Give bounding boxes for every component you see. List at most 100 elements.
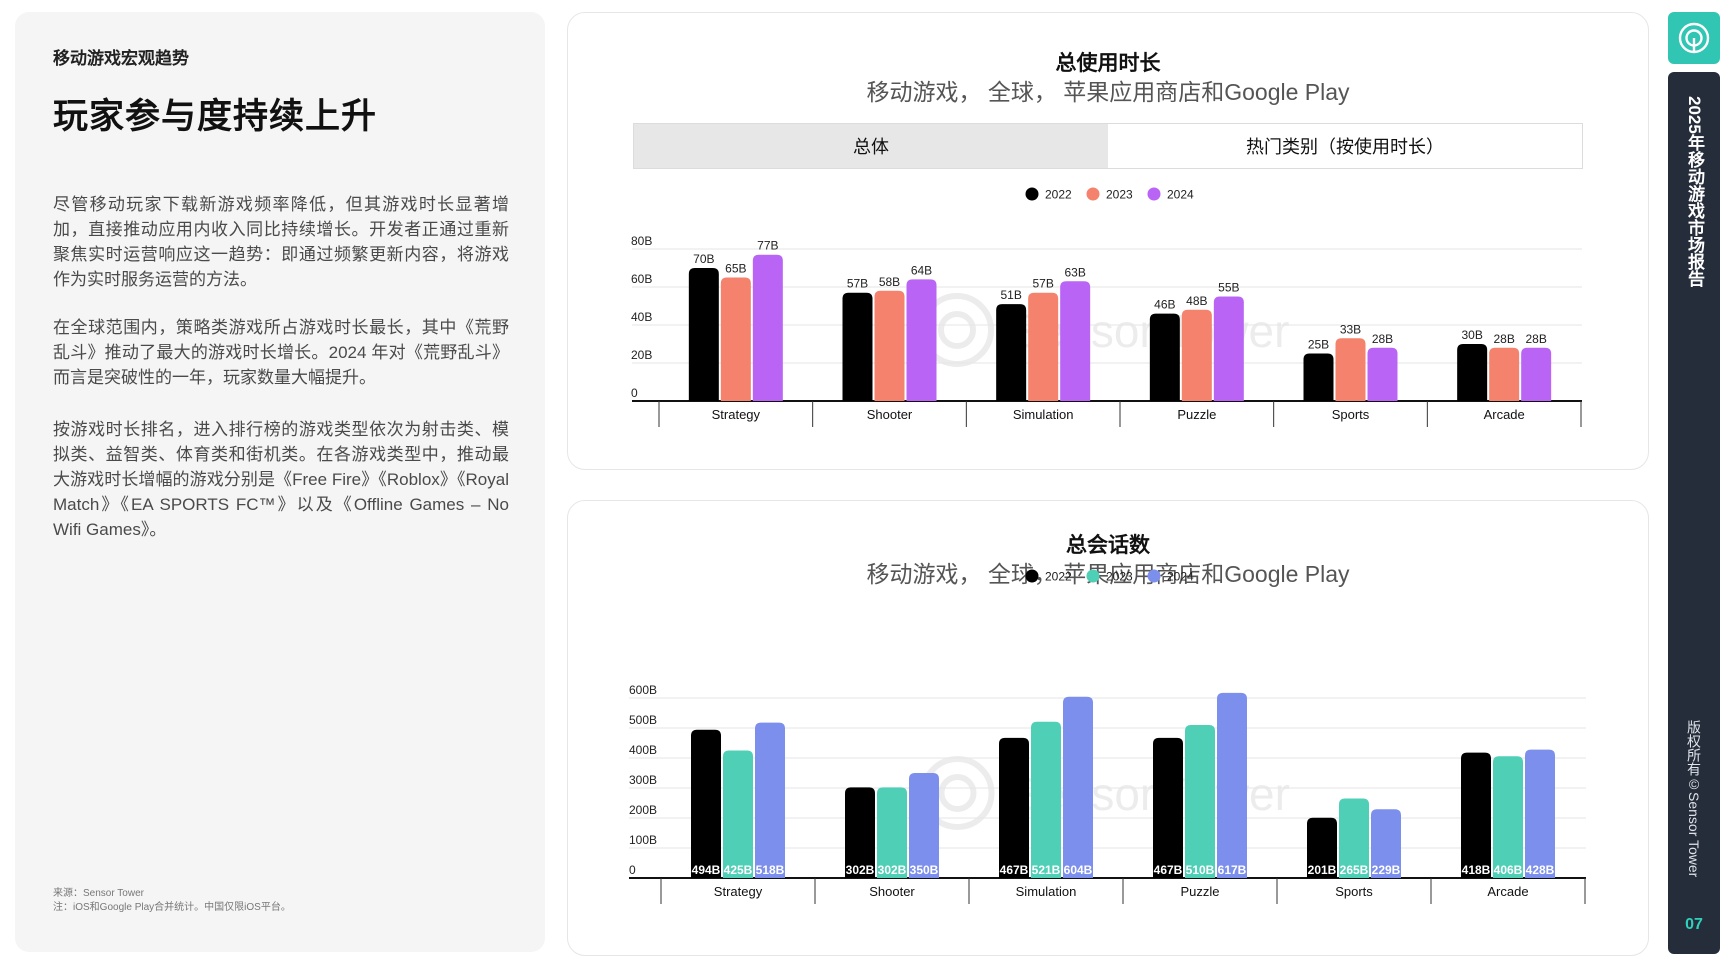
bar-strategy-2023 bbox=[723, 750, 753, 878]
note-line: 注：iOS和Google Play合并统计。中国仅限iOS平台。 bbox=[53, 902, 291, 913]
usage-time-card: 总使用时长 移动游戏， 全球， 苹果应用商店和Google Play 总体 热门… bbox=[567, 12, 1649, 470]
legend-label-2023: 2023 bbox=[1106, 570, 1133, 584]
sessions-chart-title: 总会话数 bbox=[1066, 534, 1150, 557]
y-tick-label: 100B bbox=[629, 833, 657, 847]
legend-marker-2023 bbox=[1086, 569, 1100, 583]
data-label-sports-2023: 33B bbox=[1340, 322, 1361, 336]
bar-simulation-2022 bbox=[996, 304, 1027, 401]
legend-label-2024: 2024 bbox=[1167, 570, 1194, 584]
data-label-simulation-2023: 521B bbox=[1032, 863, 1061, 877]
data-label-shooter-2023: 302B bbox=[878, 863, 907, 877]
bar-puzzle-2022 bbox=[1149, 313, 1180, 401]
y-tick-label: 600B bbox=[629, 683, 657, 697]
data-label-shooter-2024: 64B bbox=[911, 263, 932, 277]
sessions-chart-subtitle: 移动游戏， 全球， 苹果应用商店和Google Play bbox=[866, 561, 1350, 587]
bar-puzzle-2022 bbox=[1153, 737, 1183, 878]
tab-top-categories[interactable]: 热门类别（按使用时长） bbox=[1246, 137, 1444, 157]
bar-puzzle-2024 bbox=[1213, 296, 1244, 401]
bar-sports-2022 bbox=[1307, 817, 1337, 878]
bar-arcade-2023 bbox=[1493, 756, 1523, 878]
data-label-simulation-2023: 57B bbox=[1032, 277, 1053, 291]
bar-simulation-2022 bbox=[999, 737, 1029, 878]
page-headline: 玩家参与度持续上升 bbox=[53, 97, 378, 136]
data-label-arcade-2024: 28B bbox=[1525, 332, 1546, 346]
tab-overall[interactable]: 总体 bbox=[634, 124, 1108, 168]
data-label-puzzle-2023: 48B bbox=[1186, 294, 1207, 308]
chart-tabs: 总体 热门类别（按使用时长） bbox=[633, 123, 1583, 169]
data-label-strategy-2022: 70B bbox=[693, 252, 714, 266]
bar-sports-2023 bbox=[1339, 798, 1369, 878]
section-kicker: 移动游戏宏观趋势 bbox=[53, 49, 189, 68]
logo-icon bbox=[1678, 22, 1710, 54]
x-tick-label-arcade: Arcade bbox=[1487, 884, 1528, 899]
bar-strategy-2024 bbox=[755, 722, 785, 878]
source-note: 来源：Sensor Tower 注：iOS和Google Play合并统计。中国… bbox=[53, 887, 291, 915]
bar-sports-2022 bbox=[1303, 353, 1334, 401]
bar-strategy-2022 bbox=[691, 729, 721, 878]
data-label-puzzle-2022: 46B bbox=[1154, 298, 1175, 312]
y-tick-label: 200B bbox=[629, 803, 657, 817]
data-label-strategy-2024: 518B bbox=[756, 863, 785, 877]
paragraph-3: 按游戏时长排名，进入排行榜的游戏类型依次为射击类、模拟类、益智类、体育类和街机类… bbox=[53, 420, 509, 539]
data-label-sports-2022: 25B bbox=[1308, 338, 1329, 352]
x-tick-label-shooter: Shooter bbox=[867, 407, 913, 422]
bar-strategy-2024 bbox=[752, 254, 783, 401]
data-label-shooter-2022: 57B bbox=[847, 277, 868, 291]
y-tick-label: 40B bbox=[631, 310, 652, 324]
usage-chart-subtitle: 移动游戏， 全球， 苹果应用商店和Google Play bbox=[866, 79, 1350, 105]
legend-marker-2024 bbox=[1147, 569, 1161, 583]
bar-sports-2024 bbox=[1367, 347, 1398, 401]
bar-shooter-2024 bbox=[906, 279, 937, 401]
data-label-simulation-2022: 467B bbox=[1000, 863, 1029, 877]
x-tick-label-puzzle: Puzzle bbox=[1180, 884, 1219, 899]
data-label-puzzle-2024: 617B bbox=[1218, 863, 1247, 877]
data-label-strategy-2023: 425B bbox=[724, 863, 753, 877]
sessions-card: 总会话数 移动游戏， 全球， 苹果应用商店和Google Play Sensor… bbox=[567, 500, 1649, 956]
data-label-shooter-2023: 58B bbox=[879, 275, 900, 289]
left-panel: 移动游戏宏观趋势 玩家参与度持续上升 尽管移动玩家下载新游戏频率降低，但其游戏时… bbox=[15, 12, 545, 952]
data-label-strategy-2023: 65B bbox=[725, 262, 746, 276]
bar-sports-2024 bbox=[1371, 809, 1401, 878]
x-tick-label-shooter: Shooter bbox=[869, 884, 915, 899]
x-tick-label-simulation: Simulation bbox=[1016, 884, 1077, 899]
data-label-arcade-2024: 428B bbox=[1526, 863, 1555, 877]
data-label-arcade-2023: 28B bbox=[1493, 332, 1514, 346]
x-tick-label-strategy: Strategy bbox=[712, 407, 761, 422]
data-label-shooter-2024: 350B bbox=[910, 863, 939, 877]
bar-simulation-2023 bbox=[1028, 292, 1059, 401]
paragraph-2: 在全球范围内，策略类游戏所占游戏时长最长，其中《荒野乱斗》推动了最大的游戏时长增… bbox=[53, 318, 509, 387]
data-label-arcade-2022: 30B bbox=[1461, 328, 1482, 342]
data-label-simulation-2022: 51B bbox=[1000, 288, 1021, 302]
bar-strategy-2022 bbox=[688, 268, 719, 401]
data-label-sports-2022: 201B bbox=[1308, 863, 1337, 877]
x-tick-label-arcade: Arcade bbox=[1484, 407, 1525, 422]
legend-label-2022: 2022 bbox=[1045, 188, 1072, 202]
y-tick-label: 0 bbox=[629, 863, 636, 877]
legend-label-2022: 2022 bbox=[1045, 570, 1072, 584]
legend-label-2023: 2023 bbox=[1106, 188, 1133, 202]
usage-chart-title: 总使用时长 bbox=[1055, 52, 1161, 75]
bar-arcade-2023 bbox=[1489, 347, 1520, 401]
legend-label-2024: 2024 bbox=[1167, 188, 1194, 202]
bar-shooter-2022 bbox=[842, 292, 873, 401]
y-tick-label: 300B bbox=[629, 773, 657, 787]
legend-marker-2023 bbox=[1086, 187, 1100, 201]
data-label-arcade-2022: 418B bbox=[1462, 863, 1491, 877]
x-tick-label-sports: Sports bbox=[1335, 884, 1373, 899]
data-label-sports-2023: 265B bbox=[1340, 863, 1369, 877]
paragraph-1: 尽管移动玩家下载新游戏频率降低，但其游戏时长显著增加，直接推动应用内收入同比持续… bbox=[53, 195, 509, 289]
source-line: 来源：Sensor Tower bbox=[53, 888, 144, 899]
legend-marker-2022 bbox=[1025, 187, 1039, 201]
copyright: 版权所有©Sensor Tower bbox=[1686, 720, 1702, 878]
x-tick-label-simulation: Simulation bbox=[1013, 407, 1074, 422]
bar-arcade-2022 bbox=[1461, 752, 1491, 878]
data-label-puzzle-2023: 510B bbox=[1186, 863, 1215, 877]
bar-arcade-2024 bbox=[1525, 749, 1555, 878]
data-label-shooter-2022: 302B bbox=[846, 863, 875, 877]
bar-puzzle-2023 bbox=[1181, 309, 1212, 401]
y-tick-label: 80B bbox=[631, 234, 652, 248]
x-tick-label-sports: Sports bbox=[1332, 407, 1370, 422]
y-tick-label: 60B bbox=[631, 272, 652, 286]
y-tick-label: 20B bbox=[631, 348, 652, 362]
